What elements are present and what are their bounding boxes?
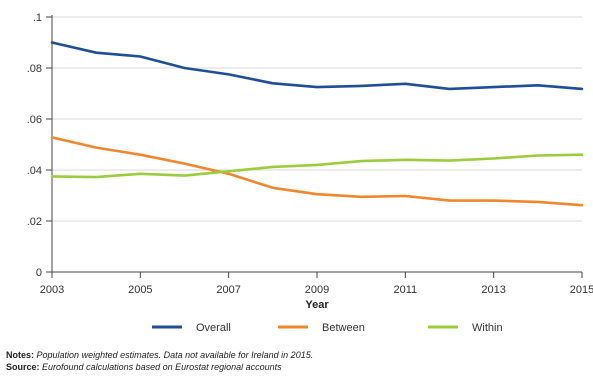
y-tick-label: 0 [36,267,42,279]
legend-label-overall: Overall [196,322,231,334]
notes-text: Population weighted estimates. Data not … [36,350,314,360]
y-tick-label: .06 [27,114,42,126]
legend-label-between: Between [322,322,365,334]
source-label: Source: [6,362,40,372]
series-line-between [50,136,584,207]
x-tick-label: 2015 [570,284,593,296]
legend-label-within: Within [472,322,503,334]
notes-block: Notes: Population weighted estimates. Da… [6,349,586,373]
x-tick-label: 2005 [128,284,152,296]
y-tick-label: .08 [27,63,42,75]
x-tick-label: 2007 [216,284,240,296]
x-tick-label: 2003 [40,284,64,296]
y-tick-label: .04 [27,165,42,177]
line-chart: 0 .02 .04 .06 .08 .1 2003 2005 2007 2009 2011 2013 2… [27,12,593,334]
series-line-within [50,153,584,179]
source-line: Source: Eurofound calculations based on … [6,361,586,373]
notes-label: Notes: [6,350,35,360]
x-tick-label: 2011 [394,284,418,296]
series-line-overall [50,41,584,91]
x-tick-label: 2009 [305,284,329,296]
notes-line: Notes: Population weighted estimates. Da… [6,349,586,361]
x-axis-title: Year [305,299,329,311]
y-tick-label: .02 [27,216,42,228]
source-text: Eurofound calculations based on Eurostat… [42,362,282,372]
y-tick-label: .1 [33,12,42,24]
x-tick-label: 2013 [481,284,505,296]
